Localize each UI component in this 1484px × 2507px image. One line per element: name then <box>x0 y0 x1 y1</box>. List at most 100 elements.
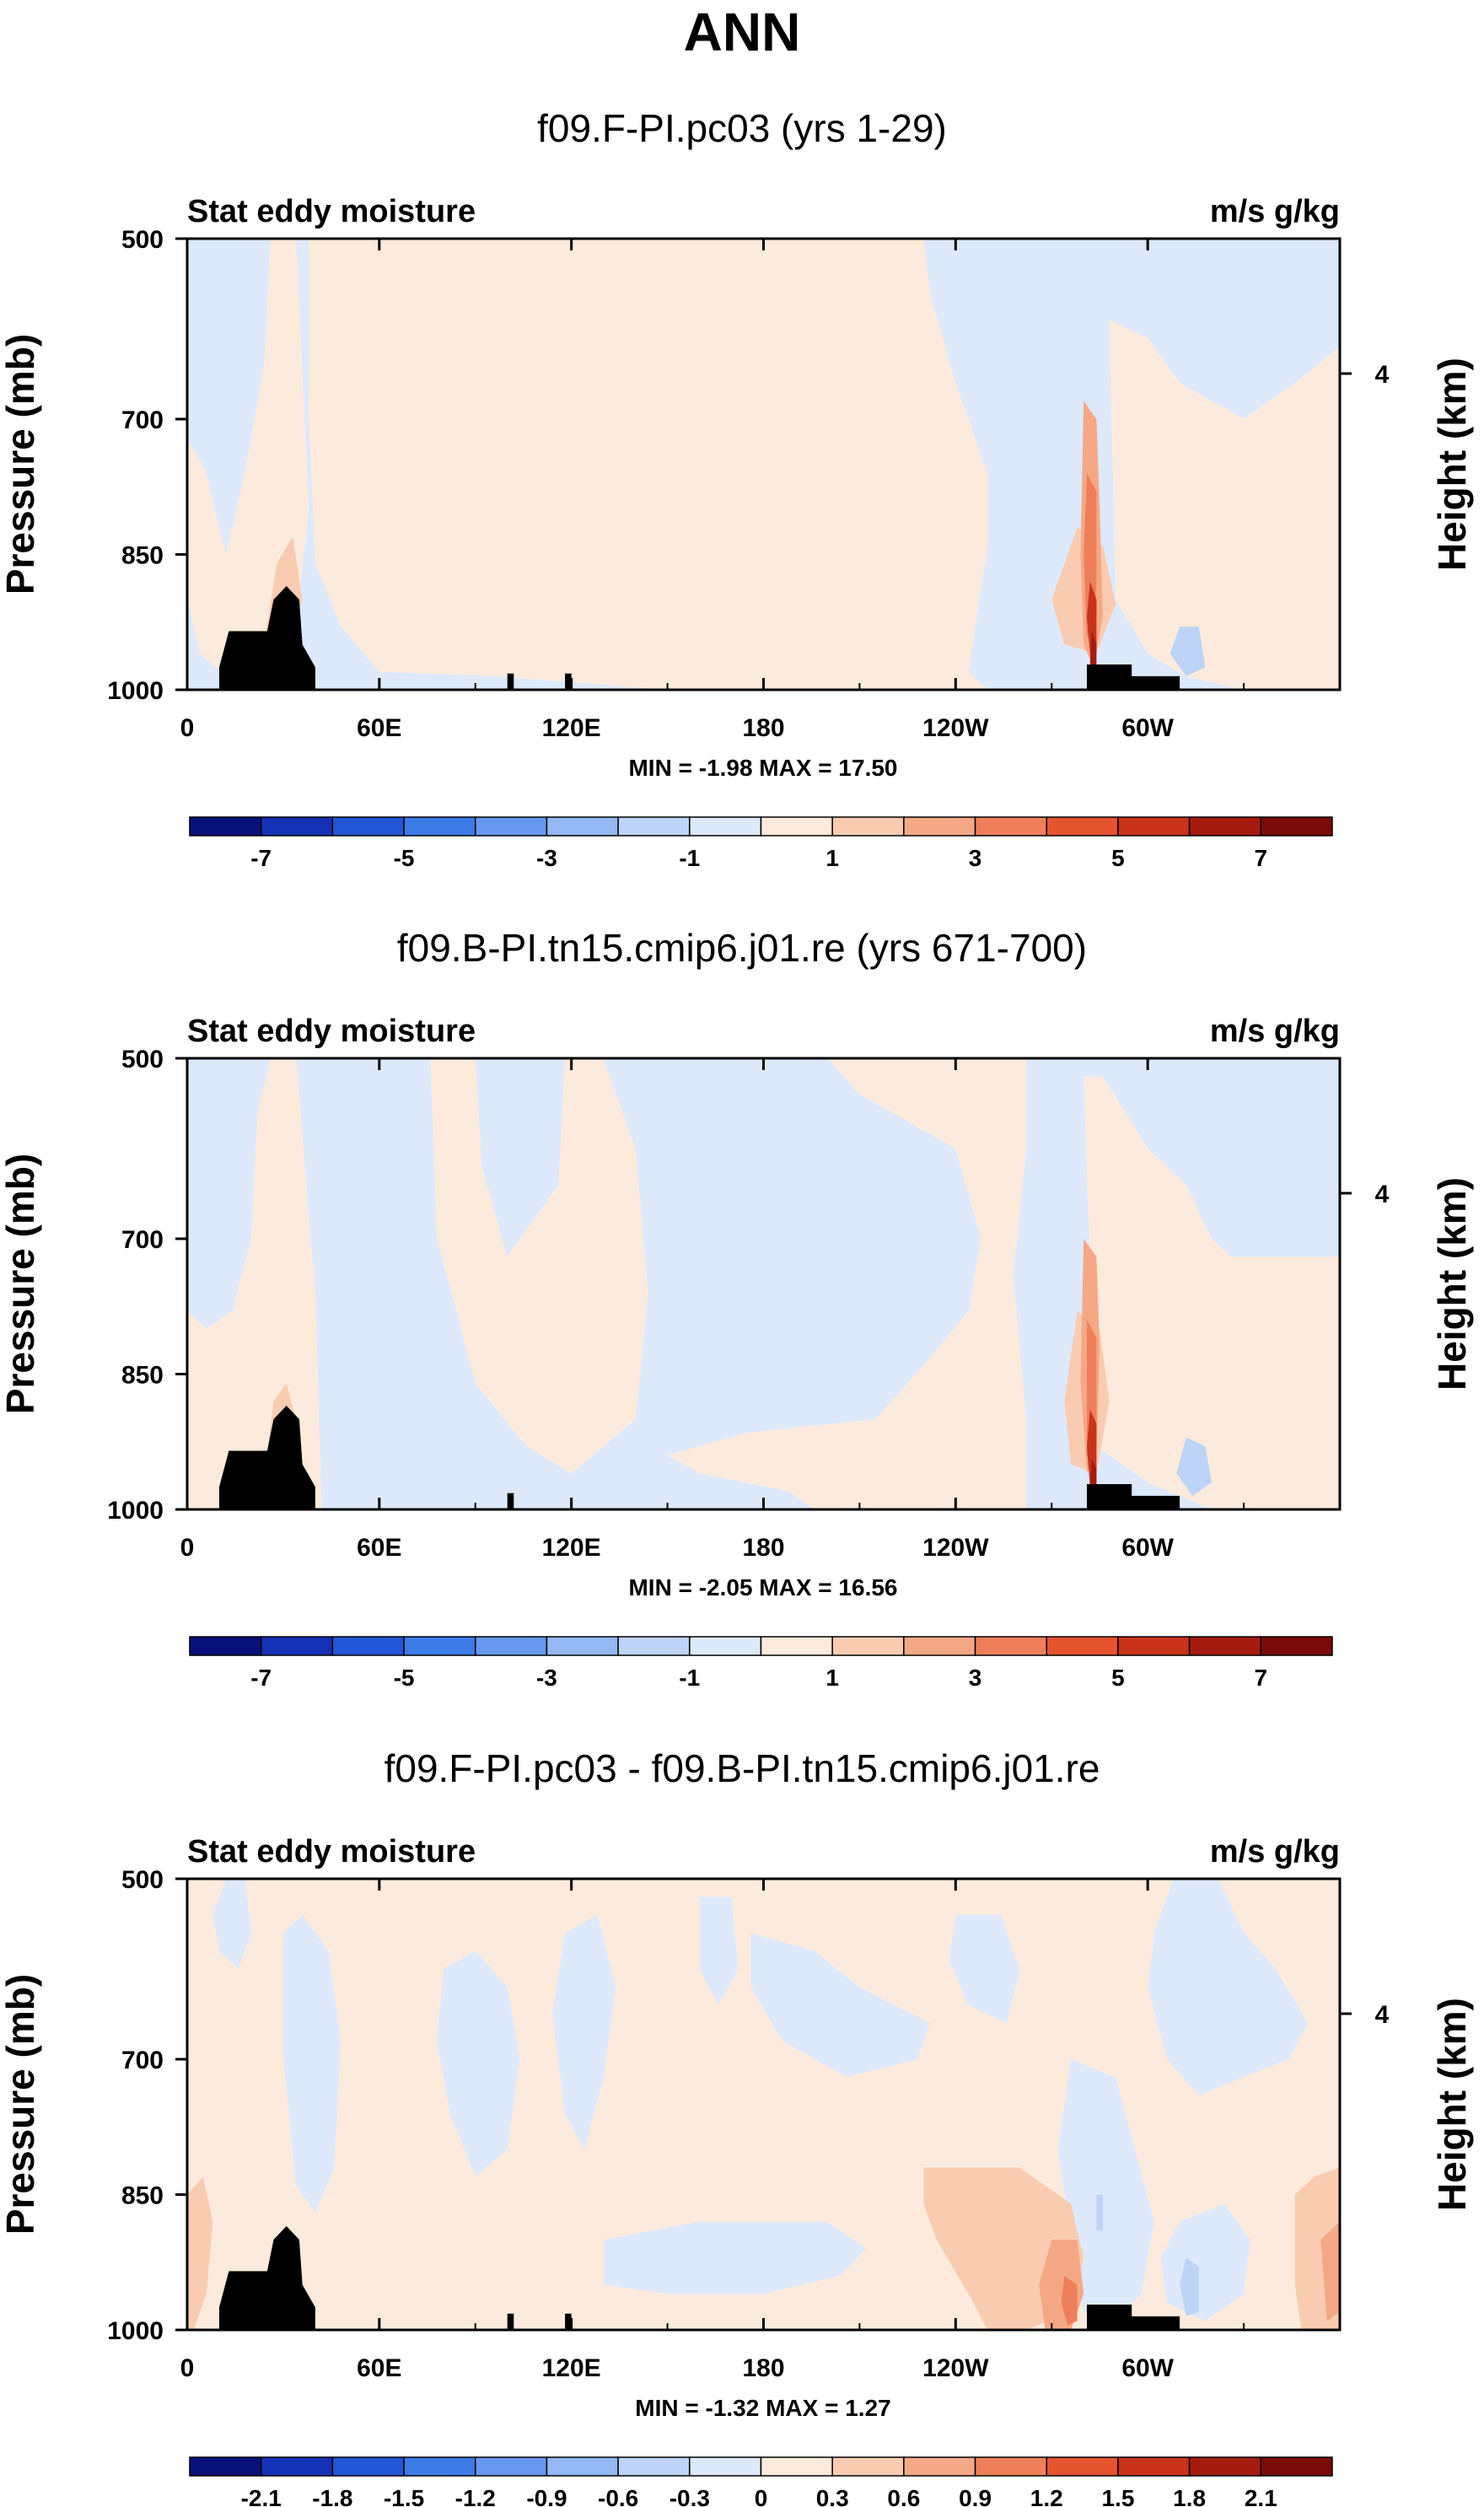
colorbar-label: 0.6 <box>887 2485 920 2507</box>
colorbar-label: 1.8 <box>1173 2485 1206 2507</box>
colorbar-label: 2.1 <box>1245 2485 1277 2507</box>
x-tick-label: 120E <box>542 2354 601 2382</box>
contour-region-level-8 <box>309 239 988 690</box>
contour-region-level-7 <box>949 1914 1020 2024</box>
topography-mask <box>565 673 572 690</box>
colorbar-swatch <box>903 816 976 837</box>
colorbar-swatch <box>831 2456 905 2477</box>
colorbar-swatch <box>689 816 762 837</box>
contour-region-level-8 <box>1083 1076 1340 1509</box>
colorbar-label: 0 <box>755 2485 768 2507</box>
x-tick-label: 120E <box>542 1534 601 1562</box>
colorbar-swatch <box>617 1636 691 1656</box>
colorbar-label: -5 <box>394 845 415 871</box>
topography-mask <box>1087 2305 1180 2330</box>
colorbar-swatch <box>189 816 262 837</box>
colorbar-swatch <box>1260 1636 1333 1656</box>
y-tick-label: 700 <box>121 1226 164 1254</box>
x-tick-label: 60W <box>1121 1534 1174 1562</box>
colorbar-swatch <box>331 816 405 837</box>
colorbar-swatch <box>1117 2456 1191 2477</box>
contour-field <box>187 1879 1340 2330</box>
y-tick-label: 500 <box>121 226 164 254</box>
min-max-stats: MIN = -1.98 MAX = 17.50 <box>628 755 897 781</box>
contour-region-level-7 <box>603 2221 866 2294</box>
topography-mask <box>219 586 315 690</box>
colorbar-label: 1 <box>825 1665 839 1691</box>
colorbar-label: -3 <box>536 845 557 871</box>
colorbar-label: 7 <box>1255 845 1268 871</box>
colorbar-swatch <box>403 1636 476 1656</box>
colorbar-label: -1.8 <box>312 2485 352 2507</box>
colorbar-label: -1 <box>679 1665 700 1691</box>
contour-region-level-7 <box>282 1914 341 2213</box>
colorbar-label: -2.1 <box>241 2485 282 2507</box>
colorbar-swatch <box>546 816 619 837</box>
contour-region-level-11 <box>1061 2275 1078 2326</box>
y-axis-title: Pressure (mb) <box>0 1974 42 2235</box>
colorbar-swatch <box>760 1636 833 1656</box>
colorbar-label: 3 <box>969 1665 982 1691</box>
colorbar-swatch <box>546 1636 619 1656</box>
contour-region-level-6 <box>1169 627 1206 676</box>
colorbar-swatch <box>974 2456 1047 2477</box>
contour-region-level-7 <box>437 1950 520 2177</box>
contour-region-level-8 <box>667 1058 1026 1509</box>
colorbar-swatch <box>760 2456 833 2477</box>
colorbar-label: -3 <box>536 1665 557 1691</box>
colorbar-swatch <box>189 2456 262 2477</box>
y-tick-label: 1000 <box>107 2317 164 2345</box>
topography-mask <box>219 2225 315 2330</box>
colorbar-label: 5 <box>1111 845 1125 871</box>
colorbar-label: 1.5 <box>1101 2485 1134 2507</box>
y-tick-label: 1000 <box>107 677 164 705</box>
colorbar-swatch <box>546 2456 619 2477</box>
contour-region-level-9 <box>187 2176 213 2330</box>
y-axis-title: Pressure (mb) <box>0 1154 42 1414</box>
colorbar-swatch <box>760 816 833 837</box>
page-title: ANN <box>684 2 801 62</box>
colorbar-swatch <box>1046 1636 1119 1656</box>
contour-region-level-7 <box>212 1879 251 1969</box>
x-tick-label: 60W <box>1121 2354 1174 2382</box>
colorbar-swatch <box>475 816 548 837</box>
chart-panel-3: f09.F-PI.pc03 - f09.B-PI.tn15.cmip6.j01.… <box>0 1746 1474 2507</box>
colorbar-label: 1.2 <box>1030 2485 1063 2507</box>
variable-label: Stat eddy moisture <box>187 1834 476 1869</box>
colorbar-swatch <box>403 816 476 837</box>
colorbar-label: -0.9 <box>526 2485 567 2507</box>
colorbar-swatch <box>617 2456 691 2477</box>
x-tick-label: 180 <box>742 2354 784 2382</box>
colorbar-swatch <box>260 816 334 837</box>
colorbar-swatch <box>403 2456 476 2477</box>
colorbar-label: 3 <box>969 845 982 871</box>
chart-title: f09.B-PI.tn15.cmip6.j01.re (yrs 671-700) <box>397 926 1087 970</box>
colorbar-swatch <box>617 816 691 837</box>
y-tick-label: 850 <box>121 2182 164 2210</box>
colorbar-swatch <box>1046 2456 1119 2477</box>
colorbar-label: 1 <box>825 845 839 871</box>
colorbar-swatch <box>974 1636 1047 1656</box>
colorbar-swatch <box>1188 2456 1262 2477</box>
chart-title: f09.F-PI.pc03 - f09.B-PI.tn15.cmip6.j01.… <box>384 1746 1100 1790</box>
contour-field <box>187 239 1340 690</box>
colorbar: -2.1 -1.8 -1.5 -1.2 -0.9 -0.6 -0.3 0 0.3 0.6 0.9 1.… <box>189 2456 1333 2507</box>
colorbar-swatch <box>974 816 1047 837</box>
x-tick-label: 120W <box>922 2354 989 2382</box>
y-tick-label: 500 <box>121 1046 164 1073</box>
colorbar-swatch <box>903 1636 976 1656</box>
colorbar-swatch <box>331 2456 405 2477</box>
right-axis-title: Height (km) <box>1430 1998 1474 2211</box>
colorbar-label: -0.6 <box>598 2485 638 2507</box>
colorbar-swatch <box>1046 816 1119 837</box>
y-tick-label: 500 <box>121 1866 164 1894</box>
contour-region-level-6 <box>1096 2194 1103 2231</box>
contour-field <box>187 1058 1340 1509</box>
units-label: m/s g/kg <box>1210 194 1340 229</box>
colorbar-swatch <box>1117 816 1191 837</box>
colorbar-swatch <box>1117 1636 1191 1656</box>
y-tick-label: 850 <box>121 1362 164 1390</box>
topography-mask <box>1087 664 1180 690</box>
colorbar-swatch <box>1260 816 1333 837</box>
